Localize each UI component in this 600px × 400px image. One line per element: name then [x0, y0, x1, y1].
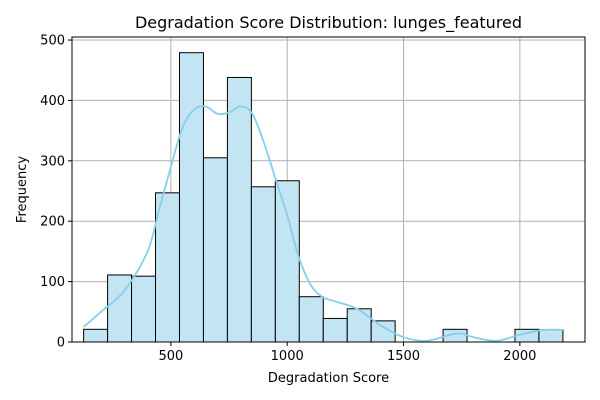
- x-axis-ticks: 500 1000 1500 2000: [158, 342, 536, 364]
- x-tick-label: 2000: [503, 349, 536, 364]
- y-tick-label: 400: [40, 94, 65, 109]
- histogram-bar: [538, 329, 564, 343]
- histogram-bar: [322, 317, 348, 343]
- x-tick-label: 500: [158, 349, 183, 364]
- y-tick-label: 300: [40, 154, 65, 169]
- histogram-bar: [274, 180, 300, 343]
- histogram-bar: [83, 328, 109, 343]
- histogram-bar: [298, 296, 324, 343]
- y-tick-label: 200: [40, 215, 65, 230]
- plot-frame: [71, 36, 586, 343]
- y-tick-label: 500: [40, 34, 65, 49]
- histogram-bar: [346, 308, 372, 343]
- chart-title: Degradation Score Distribution: lunges_f…: [135, 13, 522, 33]
- histogram-bar: [155, 192, 180, 343]
- kde-line: [83, 105, 563, 342]
- histogram-bar: [178, 52, 204, 343]
- histogram-bar: [226, 76, 252, 343]
- x-tick-label: 1500: [387, 349, 420, 364]
- x-tick-label: 1000: [271, 349, 304, 364]
- y-axis-label: Frequency: [15, 156, 30, 223]
- histogram-bar: [250, 186, 276, 343]
- y-tick-label: 100: [40, 275, 65, 290]
- bars: [83, 52, 564, 343]
- y-tick-label: 0: [57, 336, 65, 351]
- y-axis-ticks: 0 100 200 300 400 500: [40, 34, 72, 351]
- histogram-bar: [131, 275, 157, 343]
- x-axis-label: Degradation Score: [268, 371, 389, 386]
- histogram-bar: [202, 157, 228, 343]
